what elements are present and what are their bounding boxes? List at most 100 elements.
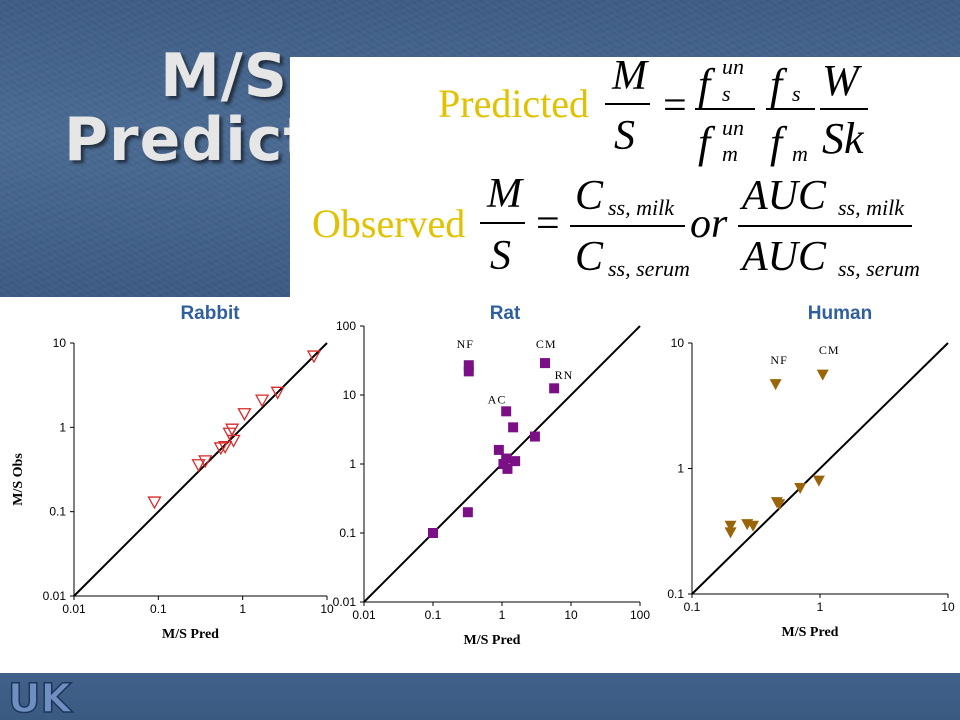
- x-tick-label: 0.1: [150, 602, 167, 616]
- x-tick-label: 1: [499, 608, 506, 622]
- observed-label: Observed: [312, 201, 465, 246]
- human-chart: Human 0.1 1 10 0.1 1 10 M/S Pred NF CM: [667, 303, 955, 640]
- data-point: [747, 520, 760, 532]
- annotation-label: RN: [555, 368, 574, 382]
- annotation-label: NF: [770, 353, 787, 367]
- x-tick-label: 1: [817, 600, 824, 614]
- data-point: [529, 431, 540, 442]
- data-point: [306, 350, 322, 364]
- chart-title: Human: [808, 303, 872, 324]
- data-point: [540, 358, 551, 369]
- x-tick-label: 100: [630, 608, 650, 622]
- y-tick-label: 10: [343, 388, 357, 402]
- pred-sup-un-den: un: [722, 115, 744, 140]
- pred-sup-un: un: [722, 57, 744, 79]
- x-tick-label: 0.1: [425, 608, 442, 622]
- predicted-label: Predicted: [438, 81, 589, 126]
- x-tick-label: 0.01: [62, 602, 86, 616]
- pred-f-term-den: f: [698, 118, 716, 167]
- x-tick-label: 1: [239, 602, 246, 616]
- annotation-label: CM: [536, 337, 557, 351]
- obs-lhs-denominator: S: [490, 233, 511, 279]
- identity-line: [691, 342, 949, 595]
- y-tick-label: 100: [336, 319, 356, 333]
- logo-text: UK: [8, 676, 73, 718]
- obs-auc-num-sub: ss, milk: [838, 195, 905, 220]
- data-point: [237, 408, 252, 422]
- y-tick-label: 0.01: [333, 595, 357, 609]
- data-point: [225, 423, 240, 437]
- data-point: [255, 394, 270, 408]
- obs-c-den: C: [575, 234, 604, 280]
- y-tick-label: 10: [671, 336, 685, 350]
- data-point: [462, 507, 473, 518]
- x-axis-label: M/S Pred: [464, 633, 521, 648]
- y-tick-label: 10: [53, 336, 67, 350]
- y-tick-label: 1: [677, 462, 684, 476]
- obs-auc-den-sub: ss, serum: [838, 256, 920, 281]
- data-point: [493, 444, 504, 455]
- pred-fm-sub: m: [792, 141, 808, 166]
- obs-equals: =: [536, 201, 560, 247]
- data-point: [213, 442, 228, 456]
- data-point: [549, 383, 560, 394]
- obs-auc-den: AUC: [739, 234, 827, 280]
- y-tick-label: 0.01: [43, 589, 67, 603]
- pred-lhs-numerator: M: [611, 57, 649, 99]
- pred-fs-sub: s: [792, 81, 801, 106]
- rabbit-chart: Rabbit 0.01 0.1 1 10 0.01 0.1 1 10 M/S Pred M/S Ob…: [11, 303, 334, 642]
- y-tick-label: 0.1: [49, 505, 66, 519]
- x-tick-label: 10: [941, 600, 955, 614]
- formula-svg: Predicted M S = f un s f un m f s f m W …: [312, 53, 920, 281]
- x-tick-label: 10: [320, 602, 334, 616]
- formula-box: Predicted M S = f un s f un m f s f m W …: [290, 53, 960, 297]
- data-point: [510, 456, 521, 467]
- y-axis-label: M/S Obs: [11, 453, 26, 506]
- data-point: [508, 422, 519, 433]
- data-point: [501, 453, 512, 464]
- x-tick-label: 0.1: [684, 600, 701, 614]
- obs-c-den-sub: ss, serum: [608, 256, 690, 281]
- pred-sk: Sk: [822, 114, 865, 163]
- data-point: [198, 455, 213, 469]
- data-point: [270, 386, 285, 400]
- data-point: [812, 475, 825, 487]
- data-point: [502, 463, 513, 474]
- data-point: [226, 434, 241, 448]
- obs-c-num: C: [575, 173, 604, 219]
- data-point: [428, 528, 438, 538]
- pred-w: W: [822, 57, 862, 105]
- x-tick-label: 0.01: [352, 608, 376, 622]
- y-tick-label: 1: [59, 420, 66, 434]
- annotation-label: AC: [488, 393, 507, 407]
- pred-lhs-denominator: S: [614, 113, 635, 159]
- data-point: [463, 360, 474, 371]
- chart-title: Rabbit: [180, 303, 240, 324]
- y-tick-label: 0.1: [667, 587, 684, 601]
- obs-c-num-sub: ss, milk: [608, 195, 675, 220]
- uk-logo: UK: [7, 675, 74, 718]
- obs-or: or: [690, 201, 728, 247]
- data-point: [501, 406, 512, 417]
- data-point: [773, 499, 786, 511]
- identity-line: [73, 342, 328, 597]
- x-axis-label: M/S Pred: [782, 625, 839, 640]
- data-point: [794, 482, 807, 494]
- chart-title: Rat: [490, 303, 521, 324]
- data-point: [724, 527, 737, 539]
- x-tick-label: 10: [564, 608, 578, 622]
- annotation-label: NF: [457, 337, 474, 351]
- x-axis-label: M/S Pred: [162, 627, 219, 642]
- data-point: [463, 366, 474, 377]
- data-point: [147, 496, 162, 510]
- pred-f-term: f: [698, 60, 716, 109]
- pred-fs: f: [770, 60, 788, 109]
- rat-chart: Rat 0.01 0.1 1 10 100 0.01 0.1 1 10 100 M/S Pred NF C…: [333, 303, 651, 648]
- annotation-label: CM: [819, 343, 840, 357]
- pred-sub-s: s: [722, 81, 731, 106]
- obs-lhs-numerator: M: [486, 171, 524, 217]
- pred-fm: f: [770, 118, 788, 167]
- pred-sub-m: m: [722, 141, 738, 166]
- data-point: [769, 379, 782, 391]
